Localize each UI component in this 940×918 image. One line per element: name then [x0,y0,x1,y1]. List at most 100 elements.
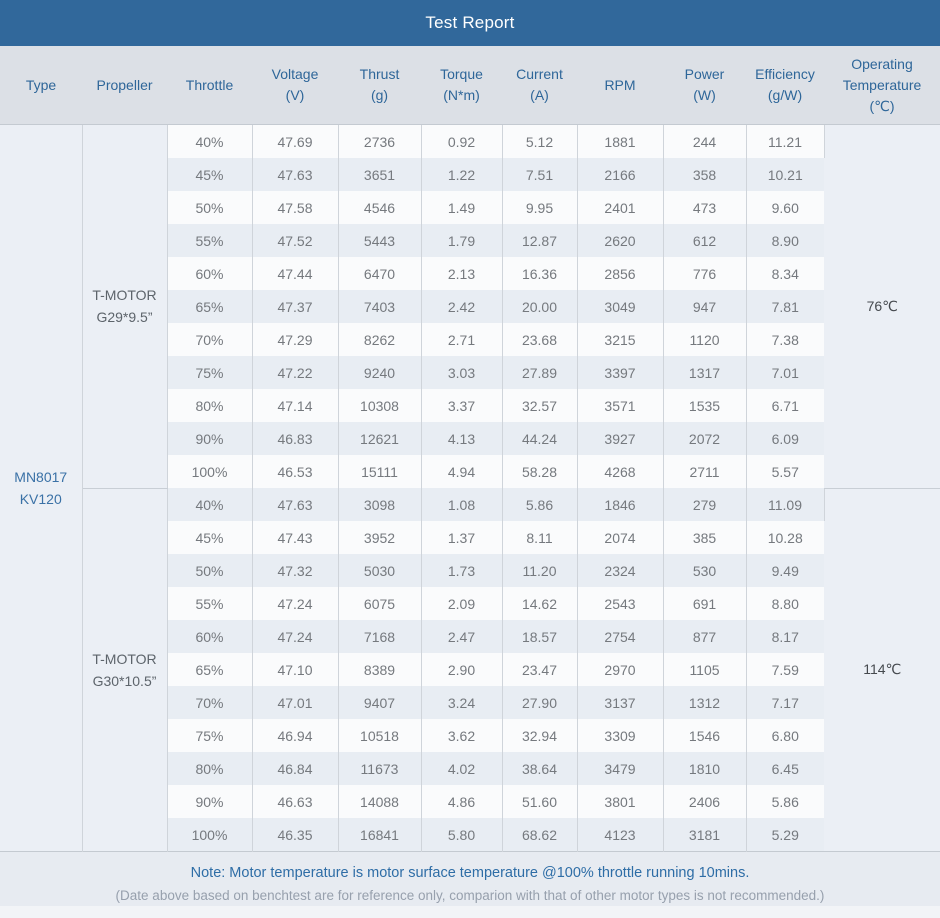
current-cell: 16.36 [502,257,578,290]
thrust-cell: 2736 [338,124,422,158]
table-row: 65% 47.37 7403 2.42 20.00 3049 947 7.81 [0,290,940,323]
table-row: 65% 47.10 8389 2.90 23.47 2970 1105 7.59 [0,653,940,686]
thrust-cell: 6470 [338,257,422,290]
thrust-cell: 4546 [338,191,422,224]
voltage-cell: 47.52 [252,224,339,257]
efficiency-cell: 9.60 [746,191,824,224]
propeller-cell: T-MOTOR G30*10.5” [82,488,168,852]
motor-type-cell: MN8017 KV120 [0,124,83,852]
column-header-voltage: Voltage (V) [252,46,338,125]
propeller-cell: T-MOTOR G29*9.5” [82,124,168,489]
thrust-cell: 3098 [338,488,422,521]
voltage-cell: 47.24 [252,620,339,653]
torque-cell: 2.09 [421,587,503,620]
throttle-cell: 100% [167,455,253,488]
rpm-cell: 2324 [577,554,664,587]
throttle-cell: 60% [167,620,253,653]
current-cell: 68.62 [502,818,578,852]
voltage-cell: 46.83 [252,422,339,455]
throttle-cell: 55% [167,587,253,620]
thrust-cell: 3651 [338,158,422,191]
torque-cell: 1.79 [421,224,503,257]
table-row: 75% 46.94 10518 3.62 32.94 3309 1546 6.80 [0,719,940,752]
report-table: Type Propeller Throttle Voltage (V) Thrus… [0,46,940,852]
voltage-cell: 47.43 [252,521,339,554]
torque-cell: 1.22 [421,158,503,191]
table-row: MN8017 KV120 T-MOTOR G29*9.5” 40% 47.69 2736 0.… [0,124,940,852]
power-cell: 358 [663,158,747,191]
table-row: 100% 46.35 16841 5.80 68.62 4123 3181 5.29 [0,818,940,852]
voltage-cell: 47.37 [252,290,339,323]
current-cell: 8.11 [502,521,578,554]
rpm-cell: 2970 [577,653,664,686]
voltage-cell: 46.53 [252,455,339,488]
rpm-cell: 3215 [577,323,664,356]
voltage-cell: 47.63 [252,158,339,191]
efficiency-cell: 8.34 [746,257,824,290]
voltage-cell: 47.32 [252,554,339,587]
power-cell: 776 [663,257,747,290]
torque-cell: 1.73 [421,554,503,587]
throttle-cell: 50% [167,554,253,587]
throttle-cell: 90% [167,422,253,455]
column-header-type: Type [0,46,82,125]
efficiency-cell: 8.90 [746,224,824,257]
rpm-cell: 3801 [577,785,664,818]
table-row: 100% 46.53 15111 4.94 58.28 4268 2711 5.57 [0,455,940,488]
torque-cell: 4.02 [421,752,503,785]
column-header-torque: Torque (N*m) [421,46,502,125]
current-cell: 18.57 [502,620,578,653]
current-cell: 11.20 [502,554,578,587]
rpm-cell: 3927 [577,422,664,455]
throttle-cell: 75% [167,356,253,389]
throttle-cell: 70% [167,686,253,719]
current-cell: 27.90 [502,686,578,719]
current-cell: 14.62 [502,587,578,620]
rpm-cell: 4268 [577,455,664,488]
efficiency-cell: 9.49 [746,554,824,587]
throttle-cell: 80% [167,752,253,785]
efficiency-cell: 6.09 [746,422,824,455]
rpm-cell: 1881 [577,124,664,158]
thrust-cell: 5030 [338,554,422,587]
current-cell: 20.00 [502,290,578,323]
column-header-thrust: Thrust (g) [338,46,421,125]
voltage-cell: 47.24 [252,587,339,620]
thrust-cell: 16841 [338,818,422,852]
footer-disclaimer: (Date above based on benchtest are for r… [115,888,825,903]
efficiency-cell: 6.71 [746,389,824,422]
throttle-cell: 80% [167,389,253,422]
voltage-cell: 47.63 [252,488,339,521]
thrust-cell: 12621 [338,422,422,455]
power-cell: 1810 [663,752,747,785]
footer-strip [0,906,940,918]
rpm-cell: 4123 [577,818,664,852]
torque-cell: 2.47 [421,620,503,653]
efficiency-cell: 7.81 [746,290,824,323]
rpm-cell: 3397 [577,356,664,389]
thrust-cell: 9240 [338,356,422,389]
current-cell: 5.12 [502,124,578,158]
voltage-cell: 46.94 [252,719,339,752]
table-header: Type Propeller Throttle Voltage (V) Thrus… [0,46,940,125]
torque-cell: 2.13 [421,257,503,290]
power-cell: 1535 [663,389,747,422]
column-header-propeller: Propeller [82,46,167,125]
table-row: 45% 47.43 3952 1.37 8.11 2074 385 10.28 [0,521,940,554]
current-cell: 23.47 [502,653,578,686]
efficiency-cell: 7.59 [746,653,824,686]
torque-cell: 2.71 [421,323,503,356]
column-header-throttle: Throttle [167,46,252,125]
table-row: 70% 47.01 9407 3.24 27.90 3137 1312 7.17 [0,686,940,719]
torque-cell: 3.62 [421,719,503,752]
power-cell: 1317 [663,356,747,389]
current-cell: 5.86 [502,488,578,521]
voltage-cell: 46.35 [252,818,339,852]
propeller-line: G30*10.5” [92,672,157,689]
torque-cell: 2.90 [421,653,503,686]
column-header-rpm: RPM [577,46,663,125]
rpm-cell: 2074 [577,521,664,554]
throttle-cell: 65% [167,290,253,323]
torque-cell: 4.86 [421,785,503,818]
temperature-cell: 114℃ [824,488,940,852]
